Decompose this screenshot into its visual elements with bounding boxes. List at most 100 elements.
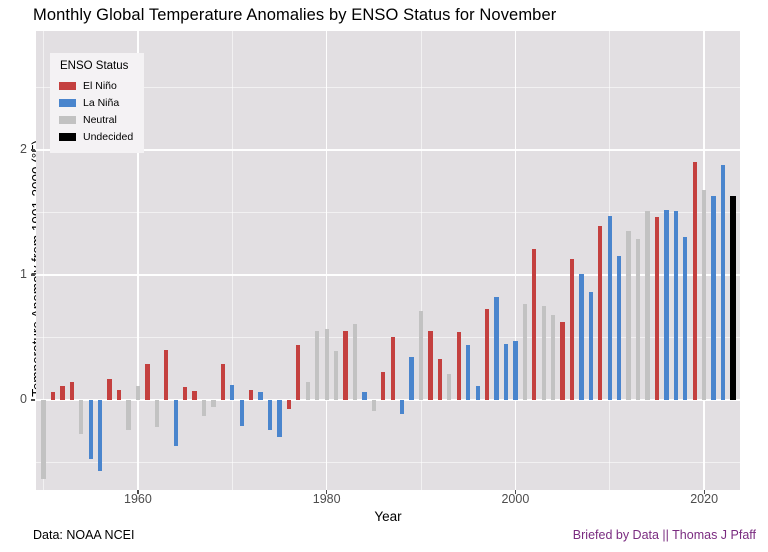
y-tick-label: 2 bbox=[20, 141, 27, 156]
bar bbox=[428, 331, 433, 400]
legend-item-label: El Niño bbox=[83, 79, 117, 92]
bar bbox=[182, 387, 188, 400]
bar bbox=[456, 332, 461, 400]
gridline-x-minor bbox=[420, 31, 422, 490]
bar bbox=[79, 399, 84, 434]
legend-items: El Niño La Niña Neutral Undecided bbox=[59, 77, 133, 145]
x-tick-label: 1980 bbox=[312, 492, 341, 506]
bar bbox=[645, 211, 650, 400]
x-tick-mark bbox=[514, 490, 517, 494]
bar bbox=[164, 349, 169, 400]
bar bbox=[409, 357, 414, 400]
bar bbox=[352, 323, 358, 400]
legend-item[interactable]: El Niño bbox=[59, 77, 133, 94]
legend-item[interactable]: La Niña bbox=[59, 94, 133, 111]
x-tick-mark bbox=[703, 490, 705, 494]
bar bbox=[635, 238, 641, 400]
gridline-y-major bbox=[36, 149, 740, 151]
y-tick-label: 0 bbox=[20, 391, 27, 406]
bar bbox=[664, 209, 669, 400]
legend-item-label: Neutral bbox=[83, 113, 117, 126]
gridline-y-major bbox=[36, 274, 740, 276]
gridline-y-minor bbox=[36, 461, 740, 463]
x-tick-mark bbox=[137, 490, 139, 494]
legend: ENSO Status El Niño La Niña Neutral Undecid… bbox=[50, 53, 145, 153]
legend-item-label: La Niña bbox=[83, 96, 120, 109]
bar bbox=[466, 344, 471, 400]
bar bbox=[701, 189, 707, 400]
bar bbox=[541, 306, 546, 400]
gridline-x-major bbox=[325, 31, 328, 490]
x-tick-label: 2000 bbox=[501, 492, 530, 506]
bar bbox=[88, 399, 93, 459]
legend-title: ENSO Status bbox=[60, 60, 129, 72]
bar bbox=[50, 392, 56, 400]
x-tick-mark bbox=[326, 490, 328, 494]
bar bbox=[107, 378, 112, 400]
page-title: Monthly Global Temperature Anomalies by … bbox=[33, 6, 557, 24]
gridline-y-minor bbox=[36, 86, 740, 88]
bar bbox=[98, 399, 103, 472]
bar bbox=[381, 372, 386, 400]
bar bbox=[296, 344, 301, 400]
bar bbox=[692, 162, 697, 400]
bar bbox=[418, 311, 424, 400]
bar bbox=[607, 216, 612, 400]
bar bbox=[617, 256, 622, 400]
bar bbox=[324, 328, 329, 400]
bar bbox=[673, 211, 678, 400]
bar bbox=[249, 389, 254, 400]
credit-caption: Briefed by Data || Thomas J Pfaff bbox=[572, 528, 756, 542]
bar bbox=[201, 399, 207, 417]
bar bbox=[437, 358, 443, 400]
bar bbox=[126, 399, 131, 430]
x-tick-label: 2020 bbox=[690, 492, 719, 506]
y-tick-mark bbox=[31, 399, 35, 401]
bar bbox=[730, 196, 736, 400]
bar bbox=[230, 384, 235, 400]
legend-swatch-icon bbox=[59, 98, 76, 107]
plot-panel bbox=[36, 31, 740, 490]
bar bbox=[654, 217, 660, 400]
bar bbox=[343, 331, 348, 400]
bar bbox=[41, 399, 46, 479]
gridline-x-minor bbox=[231, 31, 233, 490]
bar bbox=[154, 399, 159, 428]
legend-item[interactable]: Neutral bbox=[59, 111, 133, 128]
x-axis-title: Year bbox=[374, 509, 402, 524]
bar bbox=[720, 164, 726, 400]
legend-item-label: Undecided bbox=[83, 130, 134, 143]
bar bbox=[116, 389, 122, 400]
legend-swatch-icon bbox=[59, 115, 76, 124]
bar bbox=[69, 382, 74, 400]
gridline-x-major bbox=[514, 31, 517, 490]
y-tick-mark bbox=[31, 274, 35, 276]
bar bbox=[588, 292, 594, 400]
gridline-y-minor bbox=[36, 211, 740, 213]
x-tick-label: 1960 bbox=[124, 492, 152, 506]
bar bbox=[390, 337, 395, 400]
bar bbox=[503, 343, 509, 400]
bar bbox=[145, 363, 150, 400]
gridline-x-major bbox=[137, 31, 139, 490]
bar bbox=[569, 258, 575, 400]
bar bbox=[220, 363, 225, 400]
bar bbox=[522, 303, 527, 400]
bar bbox=[711, 196, 716, 400]
bar bbox=[192, 391, 197, 400]
legend-item[interactable]: Undecided bbox=[59, 128, 133, 145]
legend-swatch-icon bbox=[59, 132, 76, 141]
bar bbox=[239, 399, 244, 427]
bar bbox=[135, 386, 141, 400]
bar bbox=[598, 226, 603, 400]
source-caption: Data: NOAA NCEI bbox=[33, 528, 135, 542]
bar bbox=[683, 237, 688, 400]
y-tick-label: 1 bbox=[20, 266, 27, 281]
bar bbox=[333, 351, 339, 400]
gridline-y-minor bbox=[36, 336, 740, 338]
bar bbox=[371, 399, 376, 412]
bar bbox=[513, 341, 518, 400]
bar bbox=[560, 322, 565, 400]
bar bbox=[267, 399, 273, 430]
